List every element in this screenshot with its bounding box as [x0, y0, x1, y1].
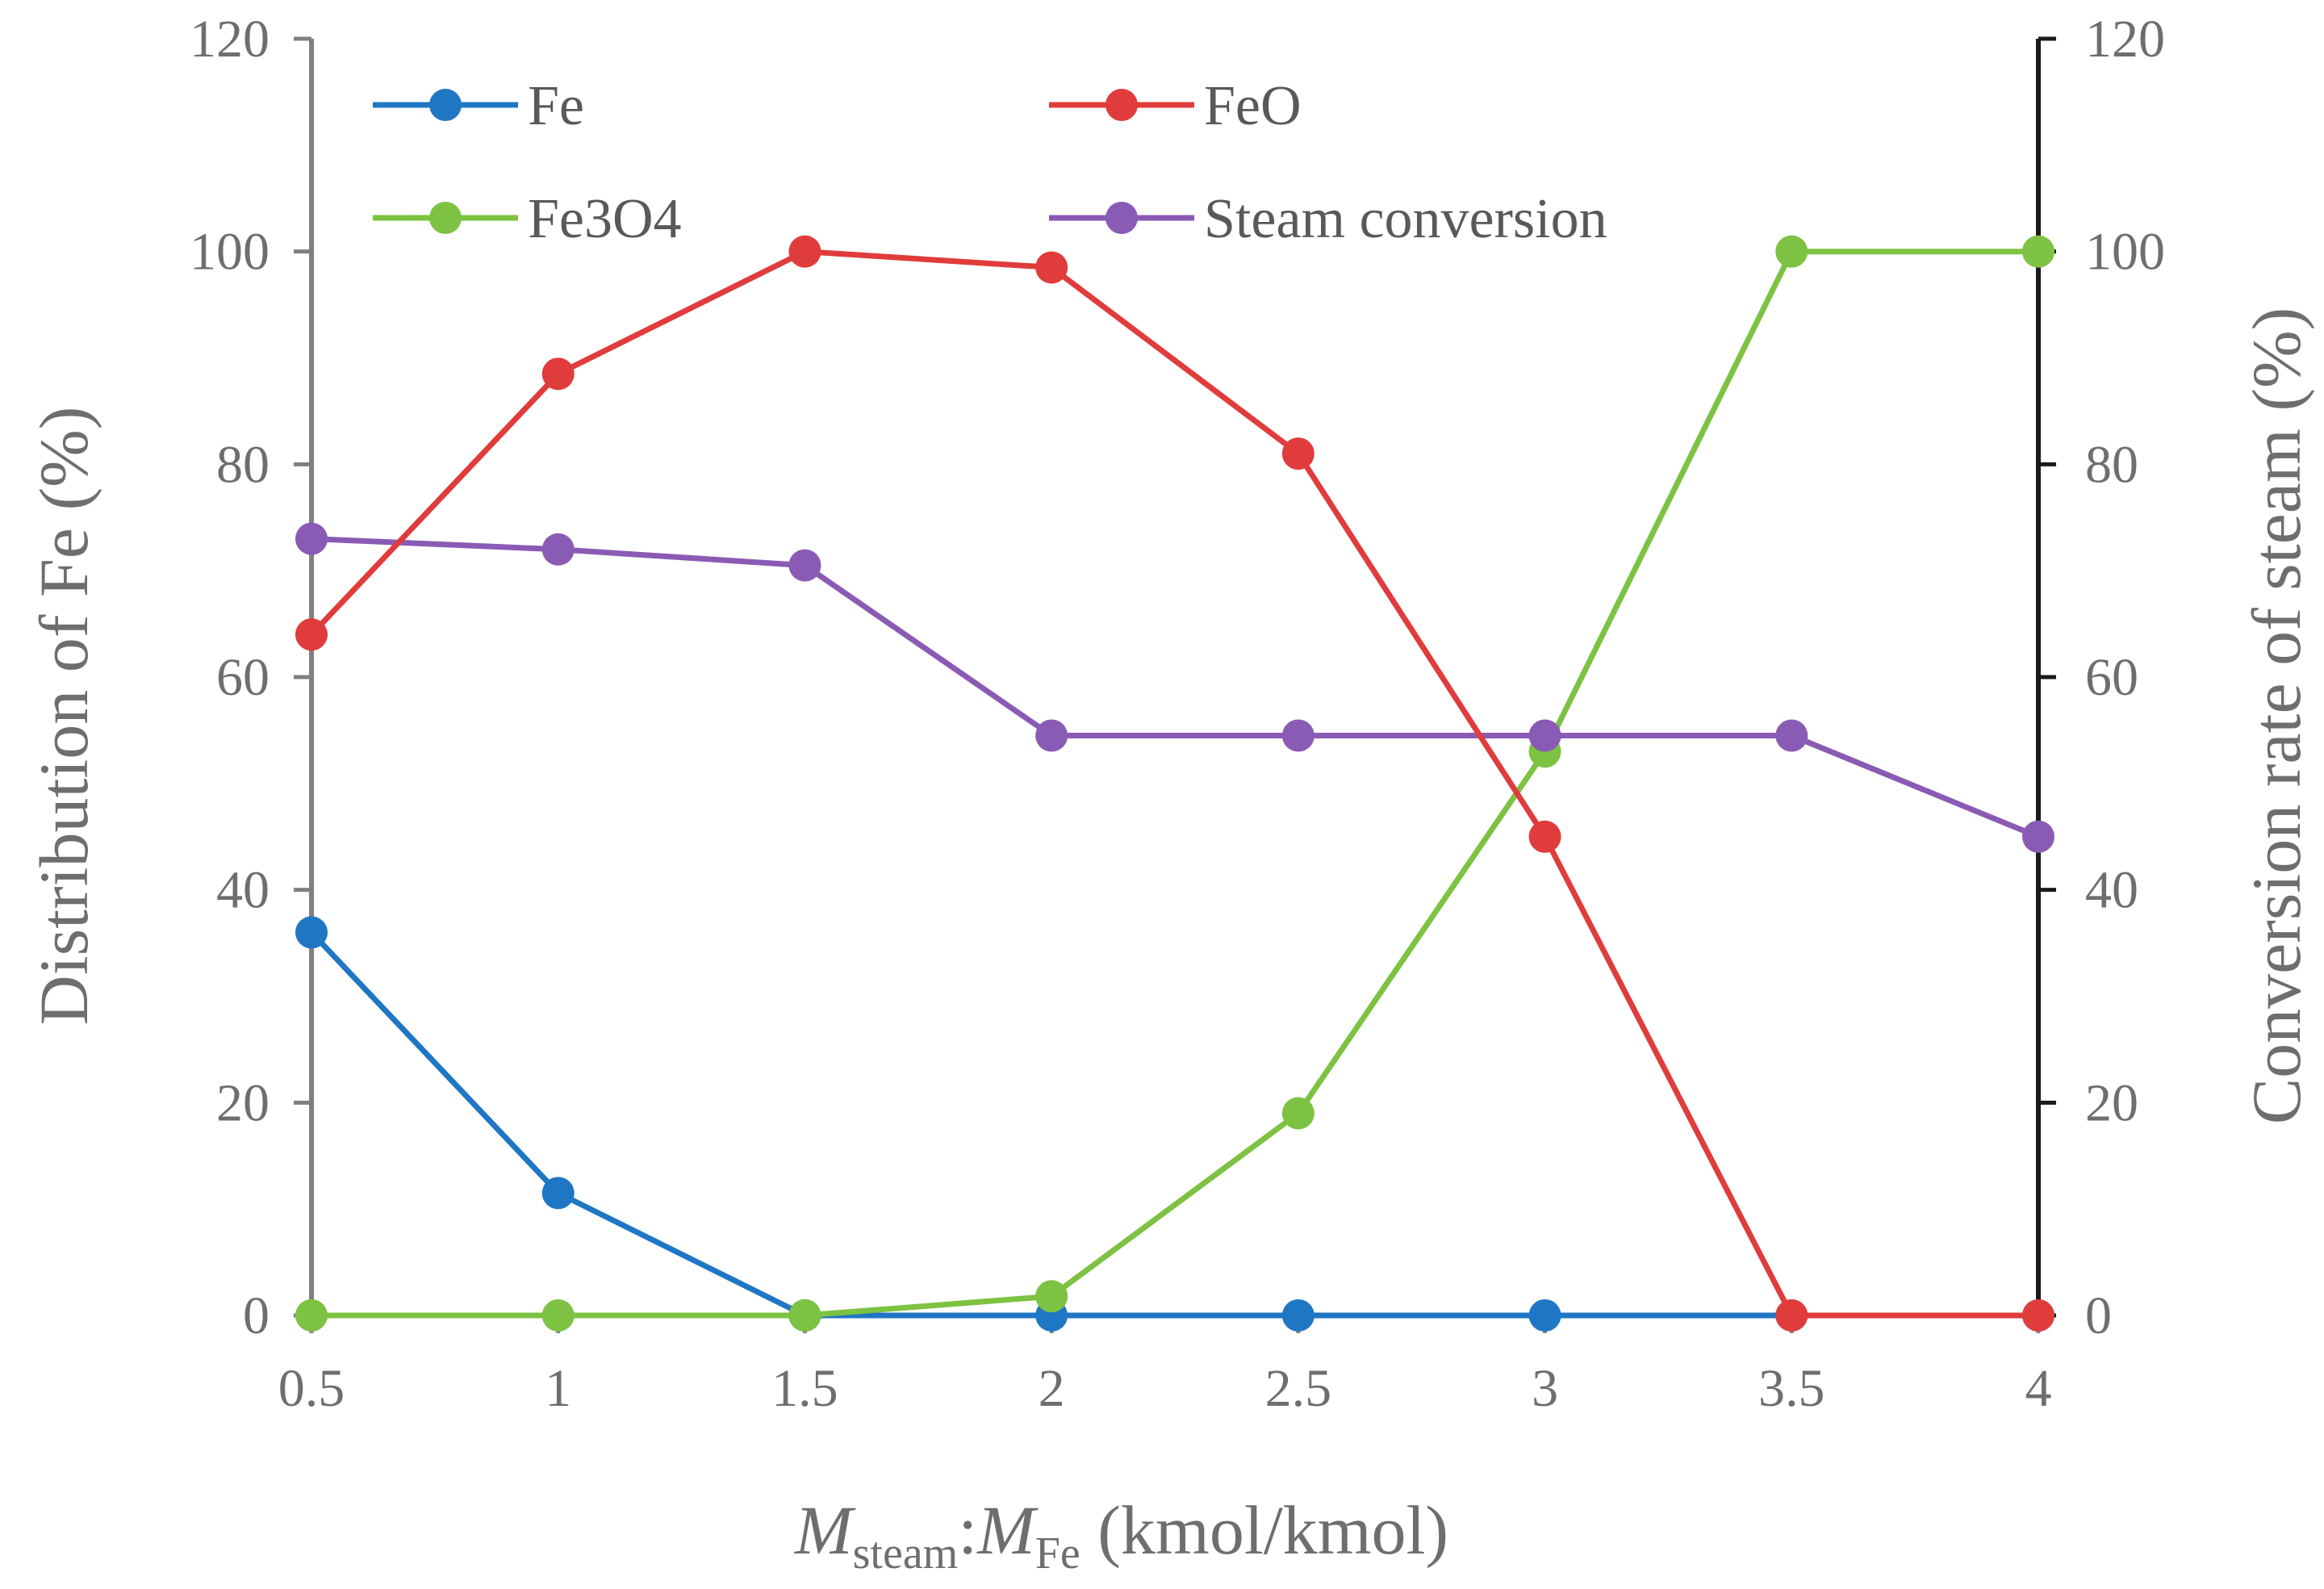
data-point [1775, 235, 1808, 268]
x-title-var2: M [976, 1491, 1039, 1569]
legend-item: Fe [373, 75, 584, 137]
x-tick-label: 1 [545, 1359, 571, 1418]
legend-swatch-marker [1106, 202, 1138, 234]
data-point [1528, 820, 1561, 853]
x-tick-label: 2.5 [1265, 1359, 1332, 1418]
data-point [788, 1299, 821, 1332]
data-point [1281, 1299, 1315, 1332]
data-point [2022, 1299, 2054, 1332]
series-fe3o4 [295, 235, 2054, 1332]
data-point [1775, 719, 1808, 752]
axes: 0 0 20 20 40 40 60 60 80 80 100 100 120 120 0.5 1 1.5 2 2.… [190, 10, 2165, 1418]
legend-label: Fe3O4 [528, 188, 682, 250]
y-right-tick-label: 100 [2085, 223, 2165, 282]
x-axis-title: Msteam:MFe (kmol/kmol) [793, 1491, 1448, 1579]
data-point [1775, 1299, 1808, 1332]
series-line [311, 536, 2040, 840]
series-line [309, 249, 2038, 1319]
data-point [295, 618, 328, 651]
y-right-tick-label: 80 [2085, 435, 2138, 494]
data-point [2022, 235, 2054, 268]
series-line [309, 930, 2038, 1319]
y-left-tick-label: 0 [243, 1286, 270, 1345]
x-tick-label: 0.5 [278, 1359, 345, 1418]
series-layer [295, 235, 2054, 1332]
data-point [2022, 820, 2054, 853]
data-point [541, 533, 575, 566]
data-point [295, 916, 328, 949]
x-title-var1: M [793, 1491, 856, 1569]
legend-swatch-marker [1106, 89, 1138, 121]
x-title-sub2: Fe [1035, 1528, 1080, 1579]
y-left-tick-label: 120 [190, 10, 270, 69]
y-right-tick-label: 20 [2085, 1073, 2138, 1132]
legend-item: FeO [1049, 75, 1302, 137]
data-point [1528, 719, 1561, 752]
data-point [1528, 1299, 1561, 1332]
data-point [1035, 1280, 1068, 1313]
y-left-tick-label: 100 [190, 223, 270, 282]
x-tick-label: 2 [1039, 1359, 1065, 1418]
y-right-tick-label: 60 [2085, 648, 2138, 707]
legend-label: Steam conversion [1204, 188, 1607, 250]
legend-label: FeO [1204, 75, 1302, 137]
series-line [311, 249, 2038, 1319]
y-right-tick-label: 120 [2085, 10, 2165, 69]
data-point [788, 549, 821, 582]
y-left-tick-label: 80 [216, 435, 270, 494]
x-tick-label: 4 [2025, 1359, 2052, 1418]
y-left-tick-label: 60 [216, 648, 270, 707]
y-left-tick-label: 40 [216, 861, 270, 920]
legend-item: Fe3O4 [373, 188, 682, 250]
legend-label: Fe [528, 75, 584, 137]
x-tick-label: 3 [1532, 1359, 1558, 1418]
y-axis-right-title: Conversion rate of steam (%) [2238, 307, 2315, 1125]
y-right-tick-label: 0 [2085, 1286, 2112, 1345]
data-point [1281, 437, 1315, 470]
data-point [541, 358, 575, 391]
x-tick-label: 3.5 [1758, 1359, 1825, 1418]
y-axis-left-title: Distribution of Fe (%) [25, 407, 102, 1026]
data-point [541, 1299, 575, 1332]
data-point [788, 235, 821, 268]
y-left-tick-label: 20 [216, 1073, 270, 1132]
data-point [1035, 719, 1068, 752]
series-feo [295, 235, 2054, 1332]
x-tick-label: 1.5 [771, 1359, 838, 1418]
series-steam-conversion [295, 522, 2054, 853]
data-point [295, 1299, 328, 1332]
legend-item: Steam conversion [1049, 188, 1607, 250]
legend-swatch-marker [429, 89, 462, 121]
legend-swatch-marker [429, 202, 462, 234]
legend: Fe FeO Fe3O4 Steam conversion [373, 75, 1607, 250]
x-title-units: (kmol/kmol) [1080, 1491, 1448, 1569]
data-point [295, 522, 328, 555]
data-point [1281, 719, 1315, 752]
x-title-sub1: steam [853, 1528, 959, 1579]
data-point [1281, 1097, 1315, 1130]
data-point [541, 1177, 575, 1210]
y-right-tick-label: 40 [2085, 861, 2138, 920]
series-fe [295, 916, 2054, 1332]
x-title-sep: : [958, 1491, 977, 1569]
data-point [1035, 251, 1068, 284]
